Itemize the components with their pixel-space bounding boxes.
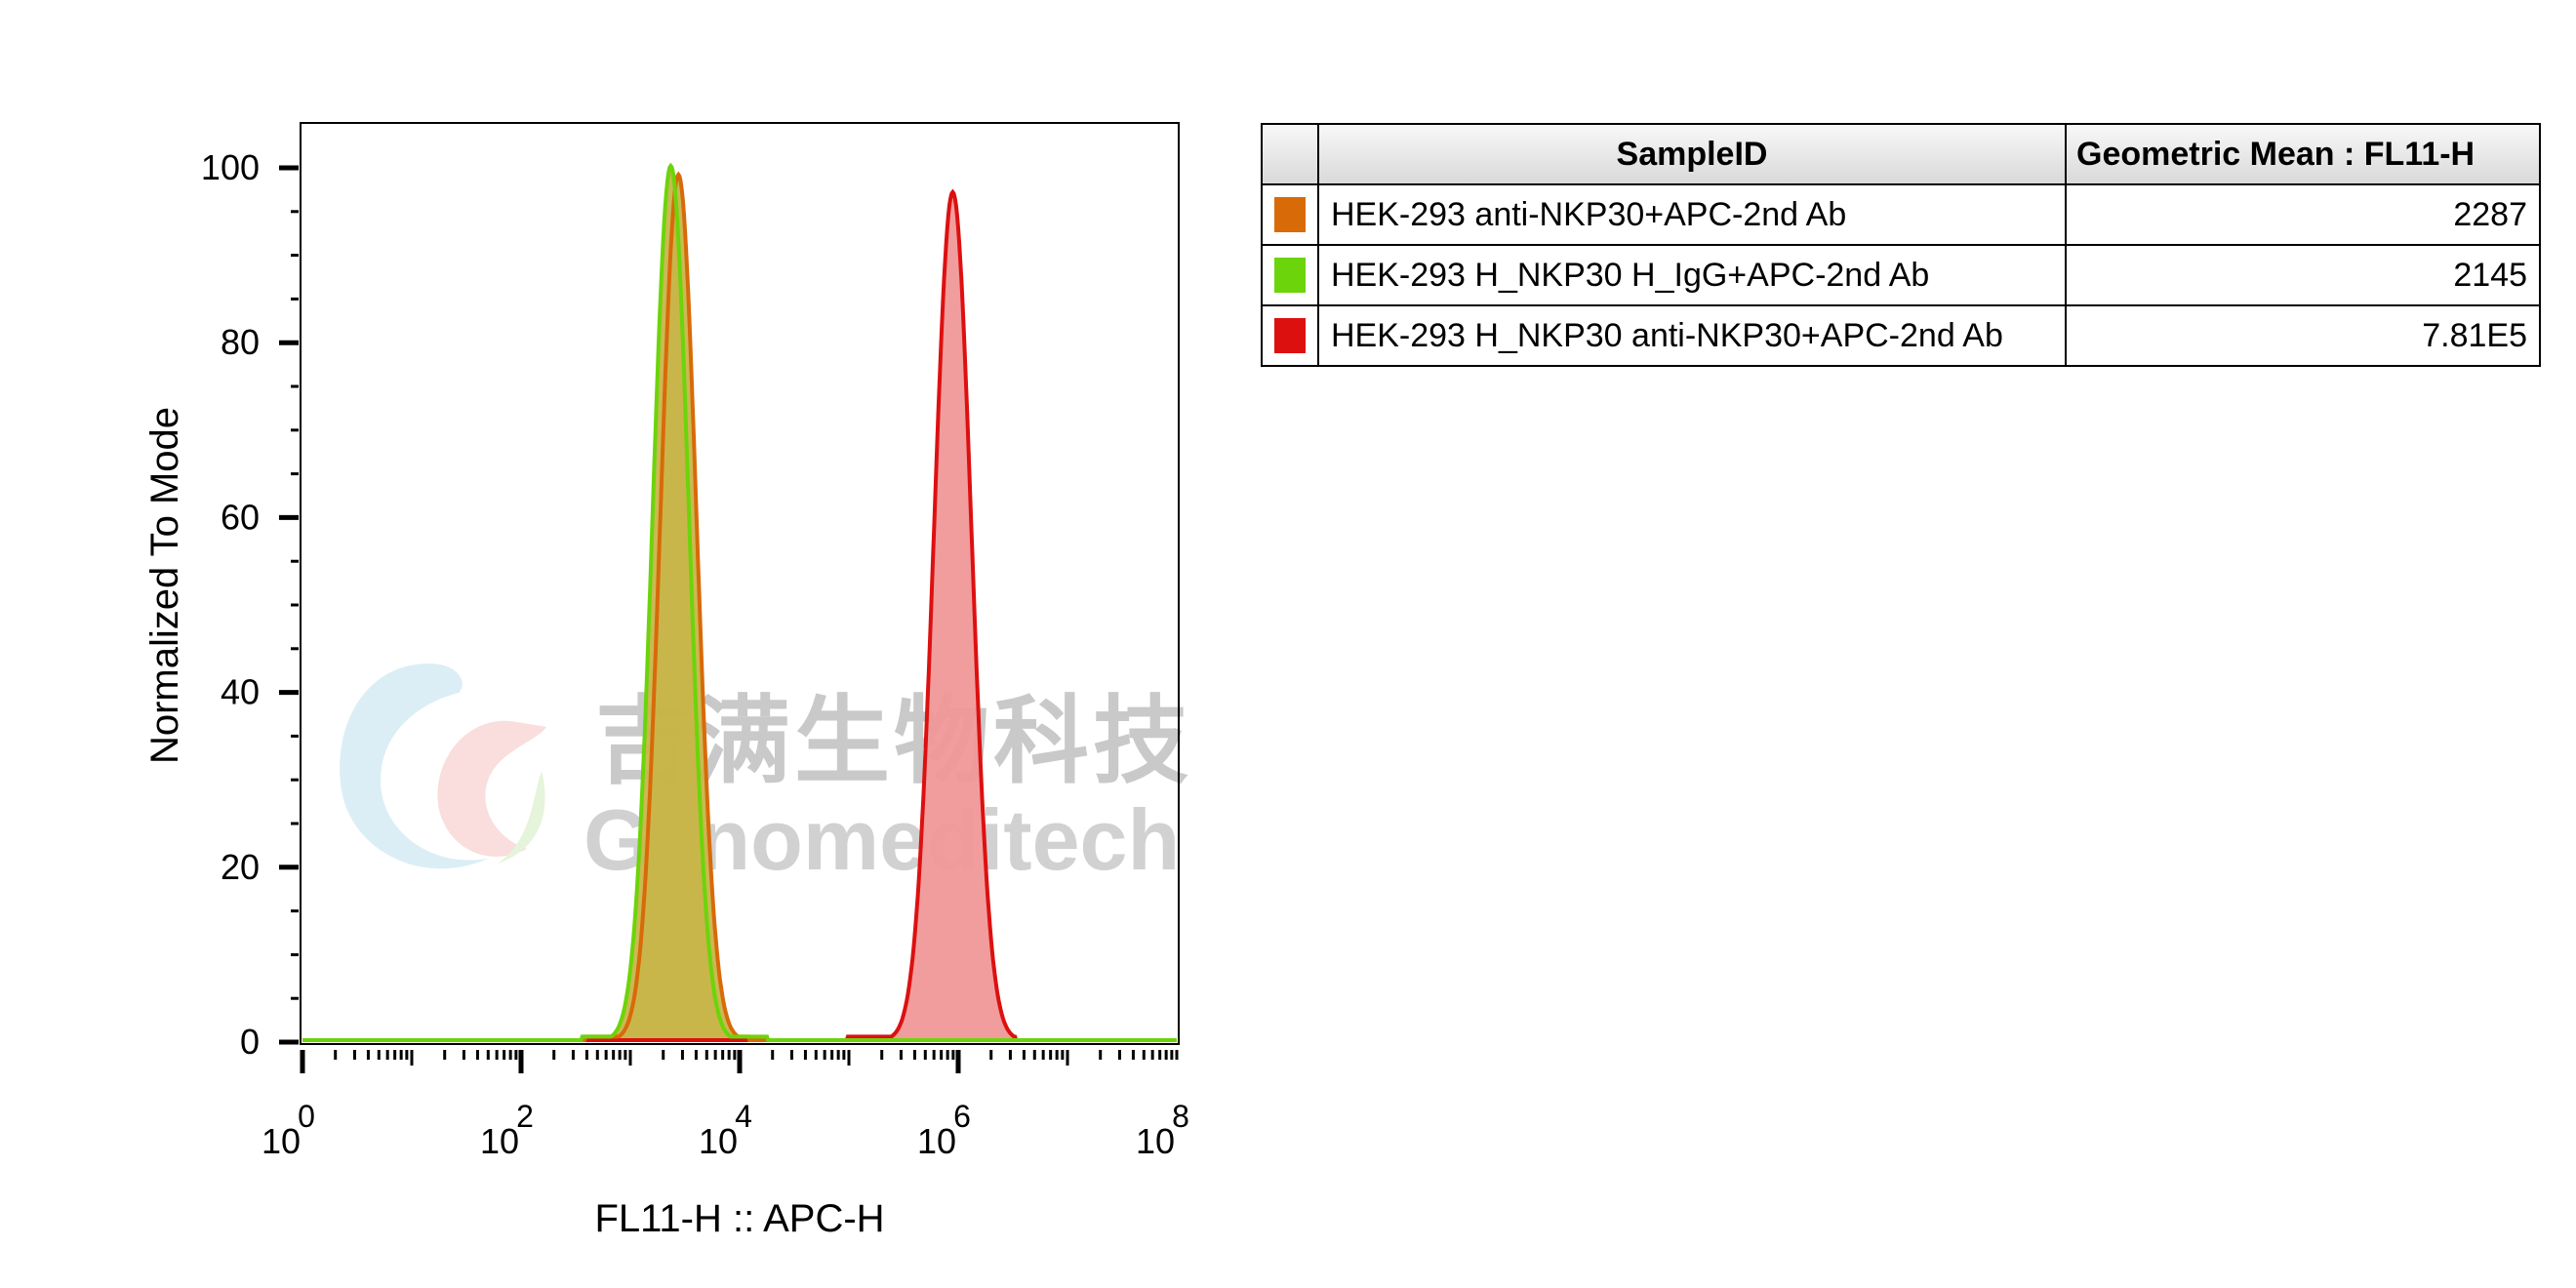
table-row: HEK-293 anti-NKP30+APC-2nd Ab 2287 bbox=[1261, 183, 2541, 246]
color-swatch bbox=[1274, 318, 1306, 353]
y-tick-label: 0 bbox=[240, 1022, 260, 1062]
x-tick-exponent: 6 bbox=[953, 1099, 971, 1134]
series-fill bbox=[302, 175, 1177, 1042]
x-tick-exponent: 0 bbox=[298, 1099, 315, 1134]
y-tick-label: 60 bbox=[221, 497, 260, 537]
x-tick-label: 10 bbox=[699, 1121, 738, 1161]
y-tick-label: 20 bbox=[221, 847, 260, 887]
series-line bbox=[302, 188, 1177, 1042]
table-cell-sample: HEK-293 H_NKP30 anti-NKP30+APC-2nd Ab bbox=[1317, 304, 2067, 367]
x-tick-exponent: 2 bbox=[516, 1099, 534, 1134]
y-axis-label: Normalized To Mode bbox=[143, 407, 186, 764]
histogram-curves bbox=[302, 162, 1177, 1042]
x-tick-label: 10 bbox=[917, 1121, 956, 1161]
x-tick-label: 10 bbox=[262, 1121, 301, 1161]
y-axis: 0 20 40 60 80 100 bbox=[201, 147, 299, 1062]
y-tick-label: 100 bbox=[201, 147, 260, 187]
series-line bbox=[302, 171, 1177, 1042]
y-tick-label: 80 bbox=[221, 322, 260, 362]
table-row: HEK-293 H_NKP30 anti-NKP30+APC-2nd Ab 7.… bbox=[1261, 304, 2541, 367]
table-cell-mean: 2145 bbox=[2065, 244, 2541, 306]
table-cell-mean: 2287 bbox=[2065, 183, 2541, 246]
statistics-table: SampleID Geometric Mean : FL11-H HEK-293… bbox=[1261, 123, 2541, 367]
series-fill bbox=[302, 191, 1177, 1042]
table-header-geometric-mean: Geometric Mean : FL11-H bbox=[2065, 123, 2541, 185]
color-swatch bbox=[1274, 197, 1306, 232]
table-cell-sample: HEK-293 H_NKP30 H_IgG+APC-2nd Ab bbox=[1317, 244, 2067, 306]
table-cell-mean: 7.81E5 bbox=[2065, 304, 2541, 367]
table-row: HEK-293 H_NKP30 H_IgG+APC-2nd Ab 2145 bbox=[1261, 244, 2541, 306]
table-header-swatch bbox=[1261, 123, 1319, 185]
plot-frame bbox=[300, 122, 1180, 1045]
x-tick-exponent: 4 bbox=[735, 1099, 752, 1134]
x-tick-label: 10 bbox=[480, 1121, 519, 1161]
series-fill bbox=[302, 166, 1177, 1042]
table-header-row: SampleID Geometric Mean : FL11-H bbox=[1261, 123, 2541, 185]
x-tick-exponent: 8 bbox=[1172, 1099, 1189, 1134]
table-header-sampleid: SampleID bbox=[1317, 123, 2067, 185]
table-cell-sample: HEK-293 anti-NKP30+APC-2nd Ab bbox=[1317, 183, 2067, 246]
x-axis-label: FL11-H :: APC-H bbox=[594, 1197, 884, 1240]
color-swatch bbox=[1274, 258, 1306, 293]
x-tick-label: 10 bbox=[1136, 1121, 1175, 1161]
series-line bbox=[302, 162, 1177, 1042]
y-tick-label: 40 bbox=[221, 672, 260, 712]
